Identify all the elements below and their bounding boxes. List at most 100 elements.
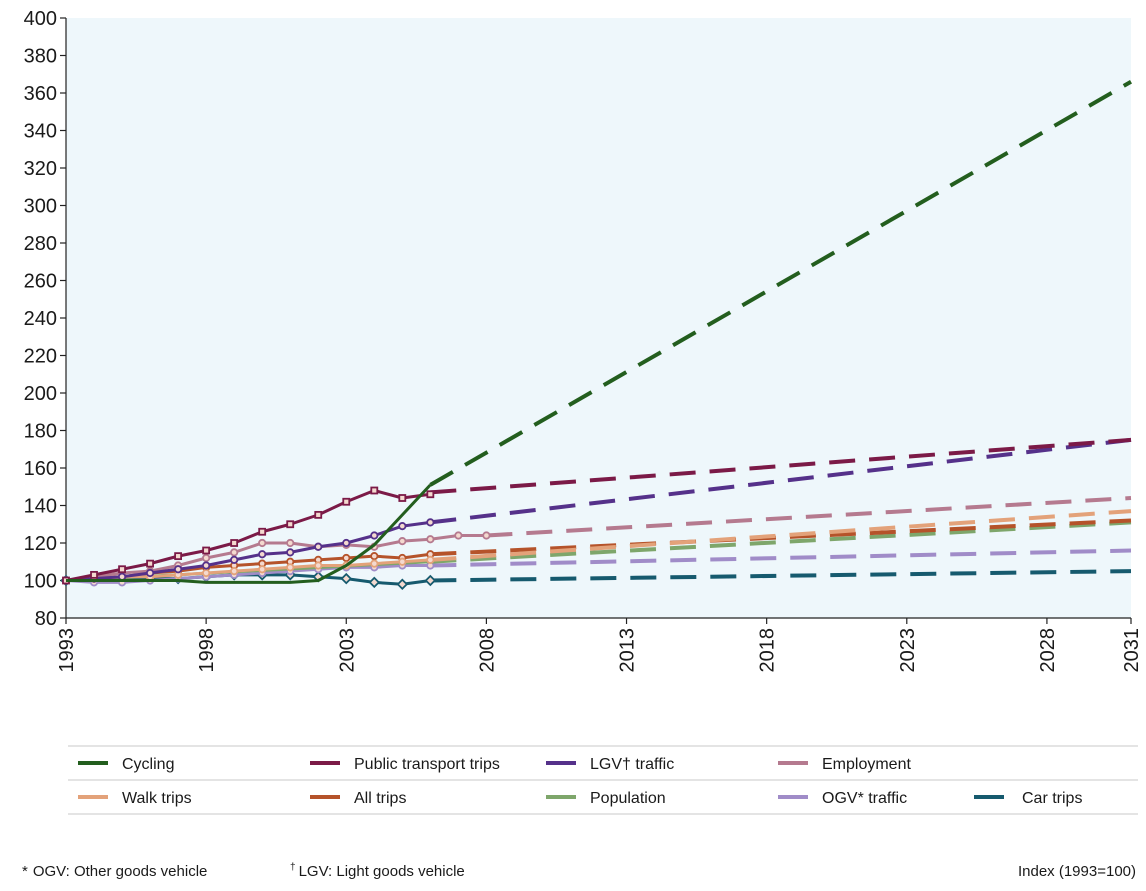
legend-label: Public transport trips: [354, 756, 500, 773]
series-employment: [61, 496, 1132, 585]
actual-line-ogv-traffic: [65, 564, 431, 584]
data-point: [230, 555, 239, 564]
data-point: [398, 557, 407, 566]
actual-line-lgv-traffic: [65, 520, 431, 582]
legend-item-public-transport-trips: Public transport trips: [310, 756, 500, 773]
data-point: [202, 561, 211, 570]
legend-item-lgv-traffic: LGV† traffic: [546, 756, 674, 773]
y-tick-label: 340: [24, 121, 57, 143]
data-point: [398, 494, 407, 502]
legend-item-cycling: Cycling: [78, 756, 174, 773]
data-point: [314, 510, 323, 519]
legend-item-ogv-traffic: OGV* traffic: [778, 790, 907, 807]
y-tick-label: 200: [24, 383, 57, 405]
legend-label: All trips: [354, 790, 406, 807]
data-point: [424, 574, 437, 587]
x-tick-label: 2031: [1121, 628, 1143, 673]
data-point: [230, 539, 239, 547]
data-point: [370, 552, 379, 561]
legend: Cycling Public transport trips LGV† traffi…: [68, 745, 1138, 815]
y-tick-label: 140: [24, 496, 57, 518]
actual-line-cycling: [66, 483, 432, 584]
x-axis: 1993 1998 2003 2008 2013 2018 2023 2028 2031: [56, 617, 1143, 673]
data-point: [426, 555, 435, 564]
data-point: [286, 538, 295, 548]
data-point: [368, 576, 381, 589]
x-tick-label: 2003: [336, 628, 358, 673]
data-point: [340, 572, 353, 585]
legend-label: Walk trips: [122, 790, 192, 807]
data-point: [426, 518, 435, 527]
projection-line-public-transport-trips: [430, 437, 1132, 495]
y-tick-label: 220: [24, 346, 57, 368]
y-tick-label: 300: [24, 196, 57, 218]
projection-line-population: [430, 520, 1132, 564]
data-point: [258, 550, 267, 559]
data-point: [314, 561, 323, 570]
legend-label: Cycling: [122, 756, 174, 773]
data-point: [342, 553, 351, 563]
legend-item-walk-trips: Walk trips: [78, 790, 192, 807]
data-point: [342, 538, 351, 548]
data-point: [396, 578, 409, 591]
data-point: [230, 548, 239, 557]
legend-label: OGV* traffic: [822, 790, 907, 807]
data-point: [370, 559, 379, 568]
y-tick-label: 100: [24, 571, 57, 593]
data-point: [145, 568, 155, 578]
projection-line-ogv-traffic: [430, 548, 1132, 568]
y-tick-label: 380: [24, 46, 57, 68]
legend-label: Employment: [822, 756, 911, 773]
legend-item-all-trips: All trips: [310, 790, 406, 807]
legend-item-car-trips: Car trips: [974, 790, 1082, 807]
series-layer: [60, 80, 1132, 591]
projection-line-employment: [486, 496, 1132, 538]
y-tick-label: 260: [24, 271, 57, 293]
x-tick-label: 2028: [1037, 628, 1059, 673]
data-point: [202, 568, 211, 578]
data-point: [482, 531, 491, 540]
data-point: [314, 542, 323, 551]
y-tick-label: 120: [24, 533, 57, 555]
data-point: [258, 565, 267, 574]
y-tick-label: 160: [24, 458, 57, 480]
actual-line-public-transport-trips: [65, 489, 431, 582]
data-point: [258, 527, 267, 536]
data-point: [174, 552, 183, 561]
data-point: [398, 522, 407, 531]
x-tick-label: 2008: [476, 628, 498, 673]
data-point: [426, 535, 435, 544]
legend-label: LGV† traffic: [590, 756, 674, 773]
data-point: [202, 546, 211, 555]
data-point: [370, 531, 379, 540]
footnote-lgv: † LGV: Light goods vehicle: [290, 862, 465, 880]
projection-line-cycling: [429, 80, 1132, 487]
y-tick-label: 400: [24, 8, 57, 30]
footnote-index: Index (1993=100): [1018, 863, 1136, 880]
projection-line-walk-trips: [430, 509, 1132, 562]
y-tick-label: 180: [24, 421, 57, 443]
series-public-transport-trips: [62, 437, 1132, 585]
actual-line-employment: [65, 534, 487, 582]
data-point: [342, 497, 351, 506]
data-point: [286, 520, 295, 529]
y-tick-label: 280: [24, 233, 57, 255]
legend-item-employment: Employment: [778, 756, 911, 773]
data-point: [398, 537, 407, 546]
series-cycling: [66, 80, 1132, 584]
legend-item-population: Population: [546, 790, 666, 807]
data-point: [258, 538, 267, 548]
y-tick-label: 360: [24, 83, 57, 105]
data-point: [454, 531, 463, 540]
x-tick-label: 2018: [757, 628, 779, 673]
data-point: [118, 565, 126, 574]
x-tick-label: 1998: [196, 628, 218, 673]
data-point: [202, 553, 211, 563]
data-point: [230, 567, 239, 576]
data-point: [90, 570, 98, 579]
data-point: [286, 548, 295, 557]
x-tick-label: 1993: [56, 628, 78, 673]
x-tick-label: 2023: [897, 628, 919, 673]
data-point: [174, 565, 183, 574]
